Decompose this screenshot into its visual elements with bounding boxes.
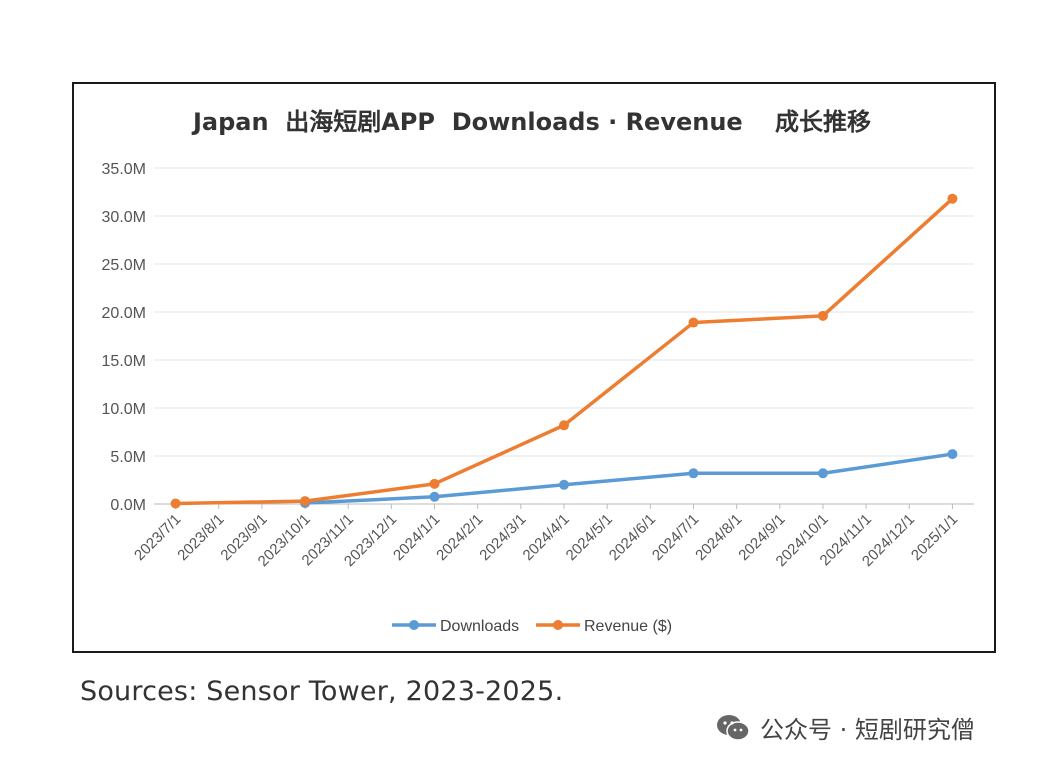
x-tick-label: 2024/7/1 [649,511,702,564]
y-axis-ticks: 0.0M 5.0M 10.0M 15.0M 20.0M 25.0M 30.0M 35.0M [102,161,146,514]
series-layer [170,193,958,509]
x-tick-label: 2023/8/1 [174,511,227,564]
watermark-text: 公众号 · 短剧研究僧 [760,716,975,744]
y-tick-label: 30.0M [102,209,146,226]
x-tick-label: 2024/4/1 [520,511,573,564]
wechat-icon [717,714,750,741]
chart-frame: Japan 出海短剧APP Downloads · Revenue 成长推移 0… [72,82,996,653]
data-point [688,317,699,328]
legend-marker [553,620,563,630]
data-point [947,449,958,460]
source-caption: Sources: Sensor Tower, 2023-2025. [80,676,564,707]
legend-marker [409,620,419,630]
y-tick-label: 15.0M [102,353,146,370]
series-line-downloads [303,452,955,505]
data-point [559,479,569,490]
y-tick-label: 5.0M [110,449,146,466]
data-point [559,420,569,431]
data-point [688,468,699,479]
x-tick-label: 2025/1/1 [908,511,961,564]
grid-lines [154,167,974,505]
x-tick-label: 2024/3/1 [476,511,529,564]
chart-title: Japan 出海短剧APP Downloads · Revenue 成长推移 [191,108,871,136]
y-tick-label: 35.0M [102,161,146,178]
y-tick-label: 10.0M [102,401,146,418]
data-point [170,498,181,509]
data-point [817,310,828,321]
data-point [429,478,440,489]
data-point [300,496,311,507]
x-axis-ticks: 2023/7/12023/8/12023/9/12023/10/12023/11… [131,504,961,570]
x-tick-label: 2024/2/1 [433,511,486,564]
series-line-revenue- [173,196,955,506]
legend-label: Downloads [440,618,519,635]
legend-label: Revenue ($) [584,618,672,635]
x-tick-label: 2024/8/1 [692,511,745,564]
y-tick-label: 0.0M [110,497,146,514]
data-point [429,491,440,502]
data-point [817,468,828,479]
watermark: 公众号 · 短剧研究僧 [716,710,975,745]
legend: Downloads Revenue ($) [392,618,672,635]
y-tick-label: 20.0M [102,305,146,322]
x-tick-label: 2024/5/1 [563,511,616,564]
y-tick-label: 25.0M [102,257,146,274]
x-tick-label: 2024/1/1 [390,511,443,564]
x-tick-label: 2024/6/1 [606,511,659,564]
data-point [947,193,958,204]
line-chart: Japan 出海短剧APP Downloads · Revenue 成长推移 0… [102,108,974,635]
x-tick-label: 2023/7/1 [131,511,184,564]
